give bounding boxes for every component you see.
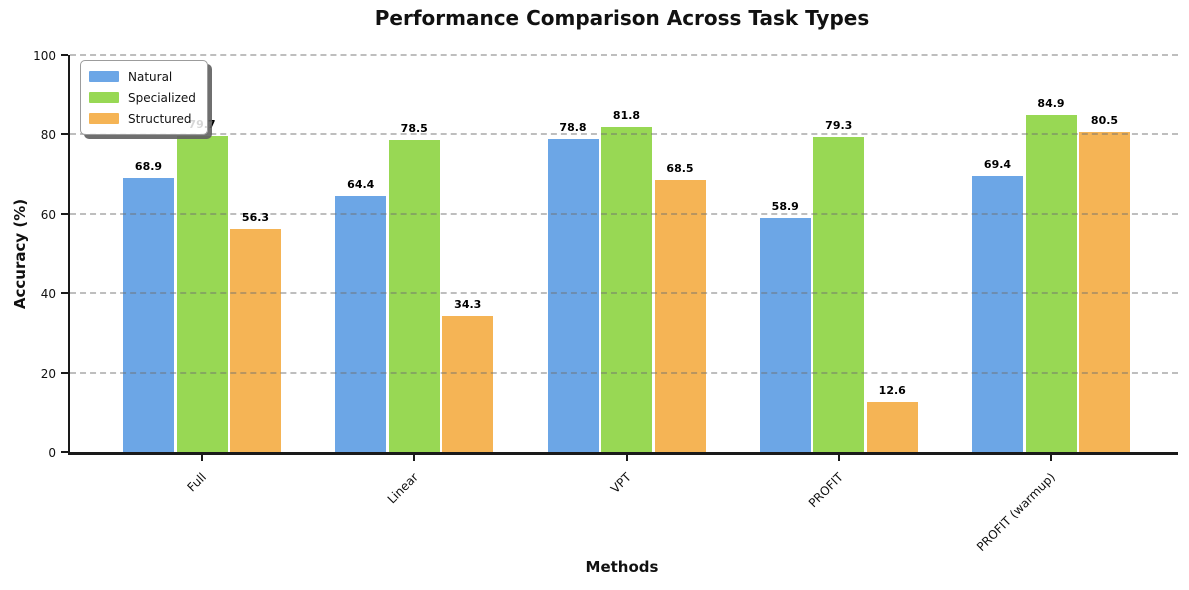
bar-specialized-linear xyxy=(388,140,440,452)
y-tick-mark-20 xyxy=(61,371,68,374)
value-label-structured-vpt: 68.5 xyxy=(666,162,694,176)
legend-label-specialized: Specialized xyxy=(128,90,196,105)
plot-area: Natural Specialized Structured 0 20 40 60 80 10… xyxy=(33,49,1178,554)
x-tick-mark-profit xyxy=(837,455,840,461)
bar-structured-profit xyxy=(866,401,918,452)
bar-structured-full xyxy=(230,228,281,452)
legend: Natural Specialized Structured xyxy=(80,60,208,135)
value-label-natural-vpt: 78.8 xyxy=(559,121,587,135)
value-label-specialized-vpt: 81.8 xyxy=(612,109,641,123)
y-tick-label-0: 0 xyxy=(48,446,56,460)
gridline-100 xyxy=(70,54,1178,56)
legend-item-natural: Natural xyxy=(89,66,196,87)
value-label-natural-profit: 58.9 xyxy=(771,200,799,214)
x-tick-mark-profit-warmup xyxy=(1050,455,1052,461)
y-tick-mark-60 xyxy=(61,212,68,215)
y-tick-mark-0 xyxy=(61,451,68,453)
legend-swatch-natural xyxy=(89,71,119,82)
legend-item-specialized: Specialized xyxy=(89,87,196,108)
x-tick-mark-linear xyxy=(413,455,416,461)
bar-natural-vpt xyxy=(547,139,599,452)
bar-specialized-full xyxy=(176,135,228,452)
bar-specialized-profit-warmup xyxy=(1025,114,1077,452)
legend-swatch-structured xyxy=(89,113,119,124)
bar-natural-profit xyxy=(759,218,811,452)
value-label-natural-linear: 64.4 xyxy=(347,178,375,192)
y-axis-label-wrap: Accuracy (%) xyxy=(0,55,40,452)
value-label-structured-profit: 12.6 xyxy=(878,383,906,397)
chart-title: Performance Comparison Across Task Types xyxy=(374,6,870,30)
value-label-specialized-profit: 79.3 xyxy=(825,119,853,133)
bar-structured-linear xyxy=(442,315,494,452)
bar-natural-full xyxy=(123,178,174,452)
value-label-structured-profit-warmup: 80.5 xyxy=(1090,114,1119,128)
value-label-specialized-profit-warmup: 84.9 xyxy=(1037,96,1065,110)
bar-specialized-vpt xyxy=(601,127,652,452)
value-label-natural-full: 68.9 xyxy=(134,160,163,174)
x-tick-mark-full xyxy=(201,455,203,461)
value-label-structured-full: 56.3 xyxy=(241,210,270,224)
bar-natural-linear xyxy=(335,196,387,452)
y-tick-label-40: 40 xyxy=(40,287,56,302)
value-label-structured-linear: 34.3 xyxy=(454,297,482,311)
x-tick-mark-vpt xyxy=(625,455,628,461)
y-tick-mark-40 xyxy=(61,292,68,295)
bar-natural-profit-warmup xyxy=(972,176,1023,452)
bar-specialized-profit xyxy=(813,137,865,452)
bar-structured-vpt xyxy=(654,180,706,452)
legend-label-natural: Natural xyxy=(128,69,173,84)
x-axis-label: Methods xyxy=(585,558,659,576)
y-tick-label-60: 60 xyxy=(40,207,56,222)
bar-structured-profit-warmup xyxy=(1079,132,1130,452)
legend-label-structured: Structured xyxy=(128,111,192,126)
y-tick-label-80: 80 xyxy=(40,128,56,143)
y-tick-mark-100 xyxy=(61,54,68,56)
y-tick-label-100: 100 xyxy=(33,49,56,63)
legend-item-structured: Structured xyxy=(89,108,196,129)
value-label-specialized-linear: 78.5 xyxy=(400,122,428,136)
legend-swatch-specialized xyxy=(89,92,119,103)
y-tick-label-20: 20 xyxy=(40,366,56,381)
y-tick-mark-80 xyxy=(61,133,68,136)
value-label-natural-profit-warmup: 69.4 xyxy=(983,158,1012,172)
